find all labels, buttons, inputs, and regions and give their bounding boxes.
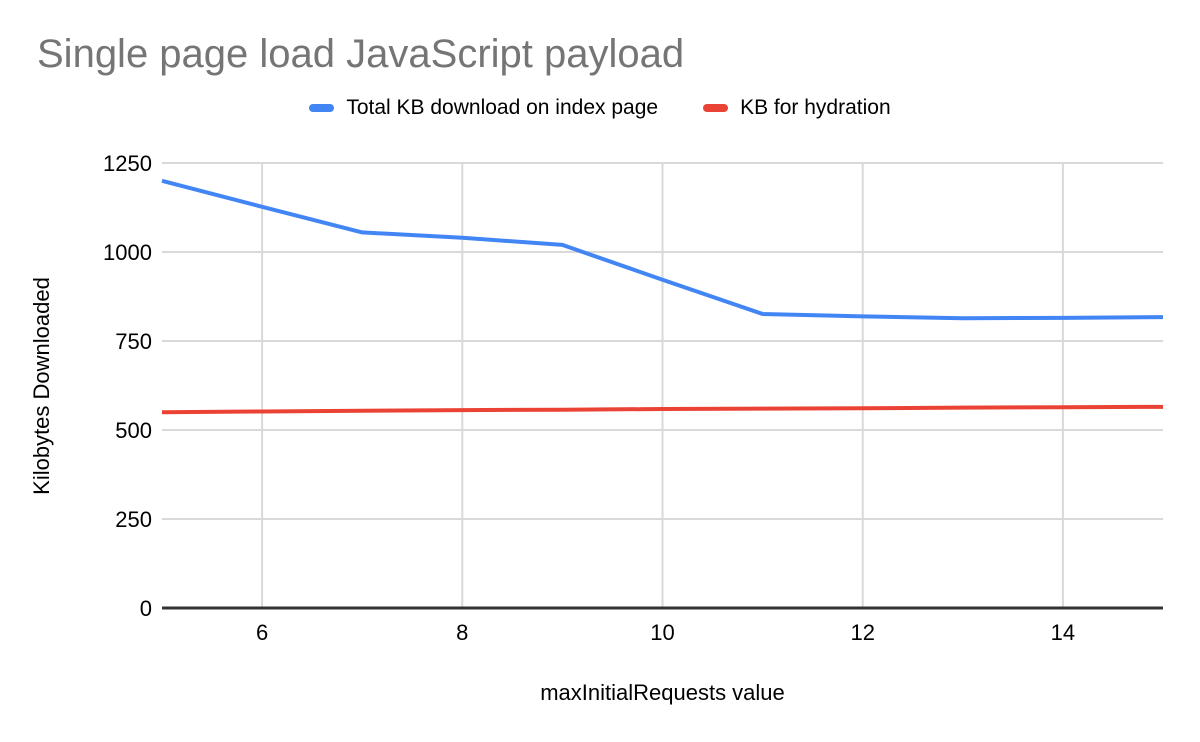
x-tick-label: 10: [650, 620, 674, 645]
y-tick-label: 1250: [103, 151, 152, 176]
legend-item-hydration: KB for hydration: [703, 96, 891, 120]
y-tick-label: 500: [115, 418, 152, 443]
y-tick-label: 1000: [103, 240, 152, 265]
x-tick-label: 6: [256, 620, 268, 645]
series-line-hydration: [161, 404, 1164, 415]
legend-label-hydration: KB for hydration: [740, 96, 891, 119]
x-axis-title: maxInitialRequests value: [540, 680, 785, 705]
x-tick-label: 8: [456, 620, 468, 645]
series-line-total-kb: [161, 178, 1164, 321]
x-tick-label: 14: [1051, 620, 1075, 645]
legend-swatch-hydration-icon: [703, 104, 729, 112]
x-tick-label: 12: [850, 620, 874, 645]
chart-title: Single page load JavaScript payload: [37, 32, 685, 76]
legend-swatch-total-kb-icon: [309, 104, 335, 112]
y-tick-label: 250: [115, 507, 152, 532]
y-tick-label: 0: [140, 596, 152, 621]
legend-label-total-kb: Total KB download on index page: [346, 96, 659, 119]
chart-legend: Total KB download on index page KB for h…: [0, 96, 1200, 120]
y-tick-label: 750: [115, 329, 152, 354]
legend-item-total-kb: Total KB download on index page: [309, 96, 658, 120]
